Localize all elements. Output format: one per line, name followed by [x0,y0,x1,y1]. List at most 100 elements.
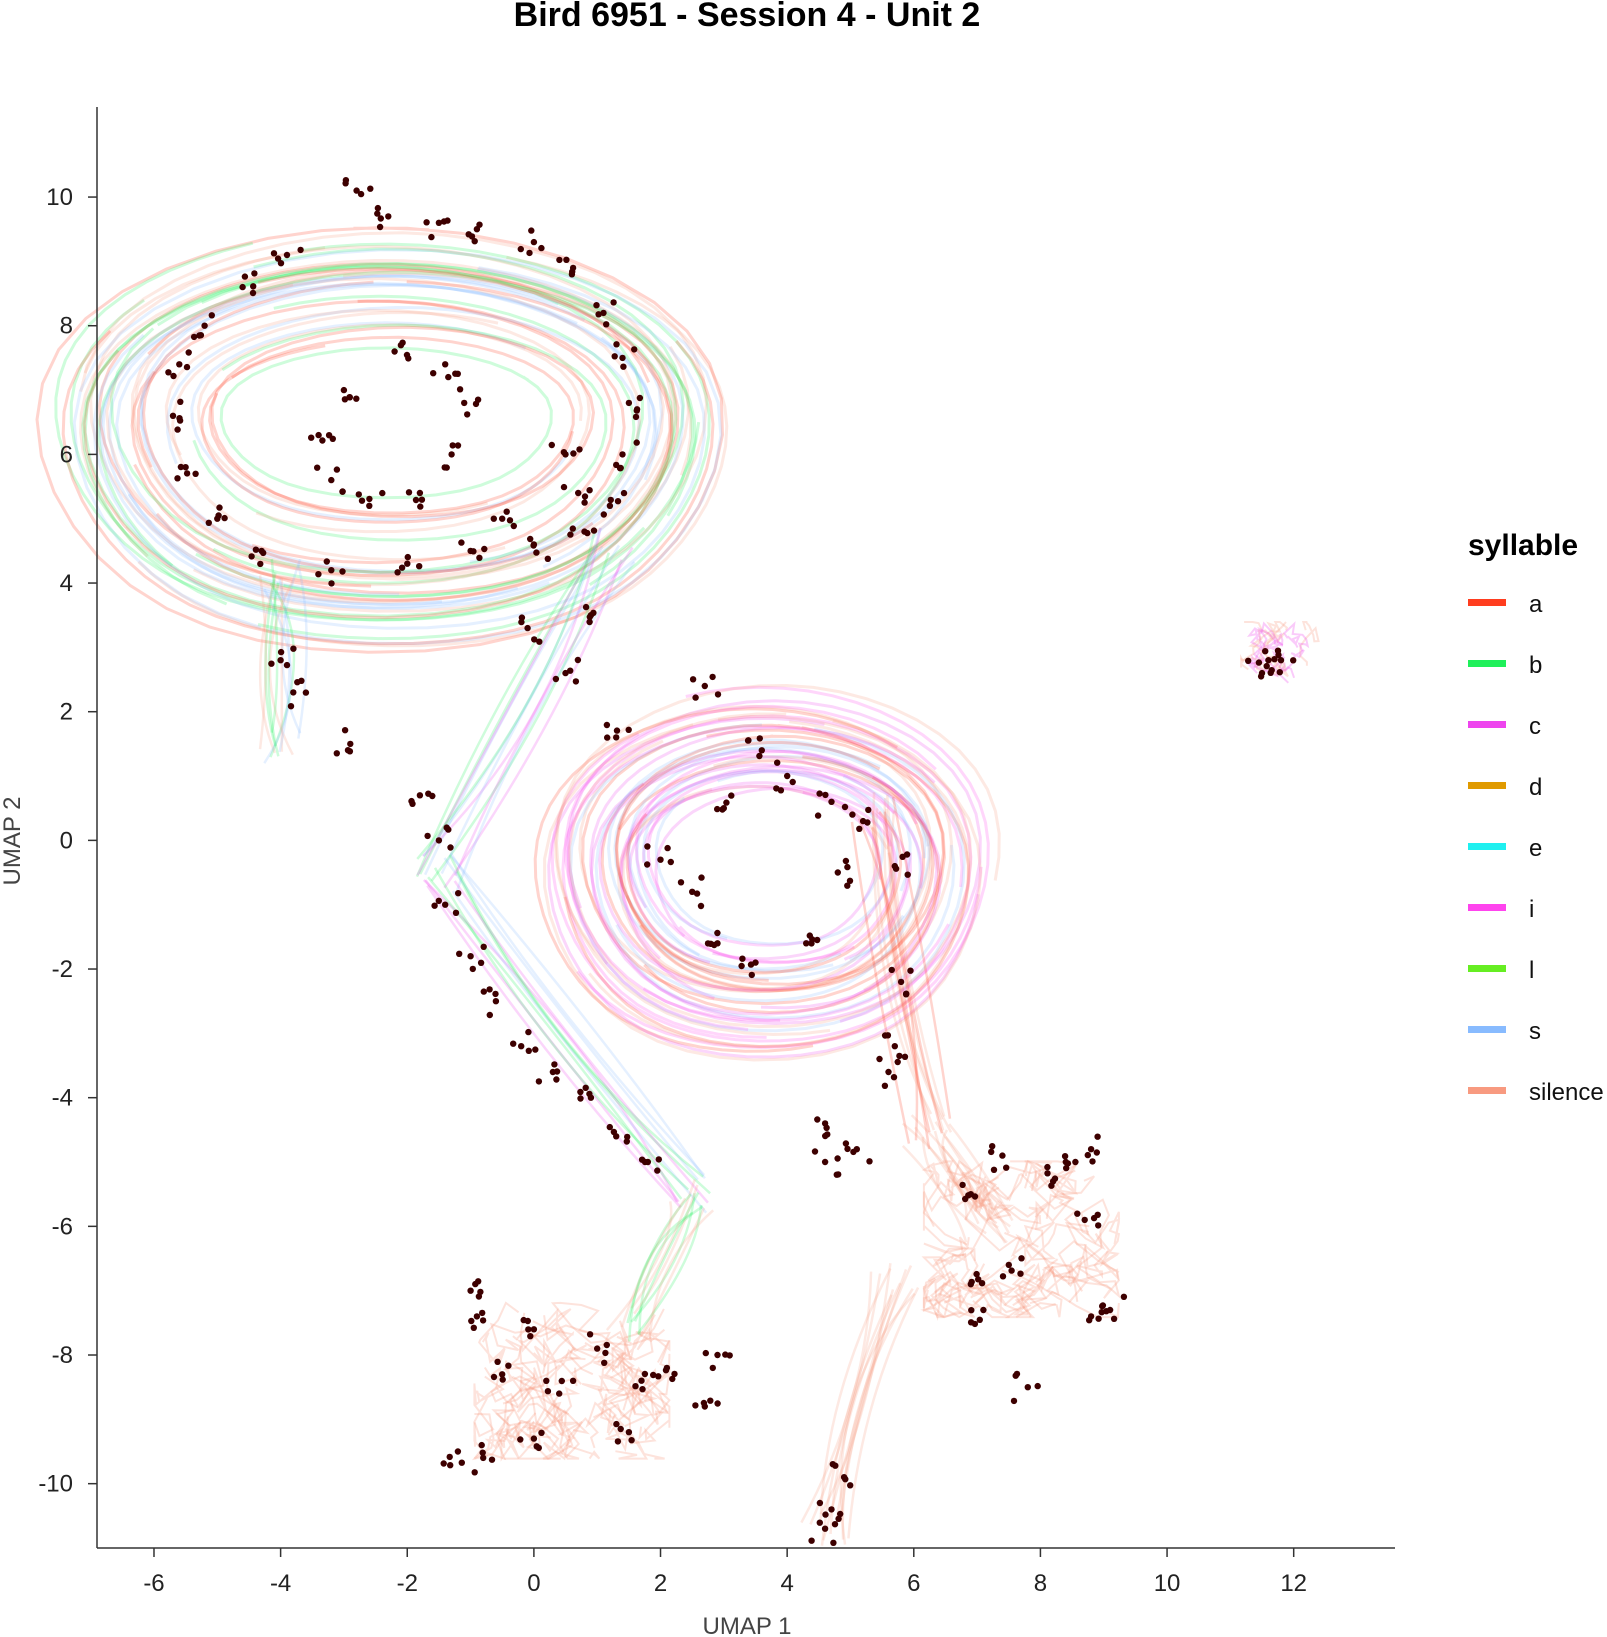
spike-marker [662,1367,670,1374]
legend-swatch [1468,1087,1506,1094]
trajectory-line [98,281,658,610]
spike-marker [828,1506,835,1513]
spike-marker [431,902,438,909]
spike-marker [748,971,755,979]
spike-marker [499,1376,506,1383]
trajectory-line [1043,1243,1120,1303]
spike-marker [586,613,593,621]
trajectory-line [1030,1161,1080,1200]
trajectory-line [922,1191,971,1258]
spike-marker [821,1158,829,1166]
trajectory-line [268,580,294,756]
trajectory-line [921,1160,964,1228]
spike-marker [443,824,450,831]
trajectory-line [638,1205,704,1336]
spike-marker [1098,1309,1105,1316]
spike-marker [346,394,353,401]
trajectory-line [1282,621,1310,652]
legend-swatch [1468,721,1506,728]
legend-label: a [1529,591,1543,618]
spike-marker [834,869,841,876]
trajectory-line [621,787,872,976]
spike-marker [221,514,228,522]
y-tick-label: 4 [60,570,73,597]
trajectory-line [201,262,678,599]
trajectory-line [625,755,933,991]
spike-marker [417,503,424,510]
spike-marker [602,1349,609,1357]
spike-marker [530,1435,538,1442]
legend-label: l [1529,957,1534,984]
spike-marker [377,215,384,222]
spike-marker [723,799,730,806]
spike-marker [560,483,568,491]
trajectory-line [164,308,591,534]
y-tick-label: -6 [52,1213,73,1240]
spike-marker [814,1116,821,1123]
trajectory-line [171,310,506,562]
spike-marker [176,361,183,368]
spike-marker [456,386,464,393]
trajectory-line [448,854,704,1178]
spike-marker [832,1462,839,1469]
trajectory-line [566,714,973,1031]
trajectory-line [841,1287,914,1540]
spike-marker [477,1288,484,1296]
spike-marker [959,1181,966,1189]
trajectory-line [615,741,881,982]
trajectory-line [422,527,602,857]
spike-marker [669,1375,676,1383]
trajectory-line [82,267,674,620]
spike-marker [405,489,413,496]
y-tick-label: -2 [52,956,73,983]
spike-marker [603,1341,610,1349]
spike-marker [745,737,752,744]
spike-marker [980,1306,987,1314]
spike-marker [814,812,822,819]
spike-marker [471,1469,478,1476]
trajectory-line [456,561,636,891]
spike-marker [1277,657,1285,664]
spike-marker [412,496,420,504]
spike-marker [1089,1158,1096,1165]
spike-marker [876,1055,883,1063]
spike-marker [374,210,381,217]
spike-marker [473,1313,481,1320]
spike-marker [506,517,514,524]
spike-marker [563,256,570,263]
trajectory-line [416,530,596,860]
trajectory-line [606,738,927,980]
spike-marker [435,897,442,904]
spike-marker [702,1349,709,1357]
spike-marker [472,400,480,408]
spike-marker [834,1155,841,1162]
spike-marker [424,832,431,840]
spike-marker [490,515,497,522]
spike-marker [722,1351,729,1358]
spike-marker [989,1143,996,1150]
spike-marker [885,1068,892,1076]
spike-marker [968,1307,975,1314]
trajectory-line [819,1263,892,1515]
y-tick-label: 6 [60,441,73,468]
trajectory-lines [35,226,1320,1546]
spike-marker [340,386,348,394]
spike-marker [1262,648,1269,655]
spike-marker [881,1082,889,1090]
spike-marker [174,426,181,433]
spike-marker [342,177,350,184]
trajectory-line [190,321,572,522]
legend-title: syllable [1468,529,1578,562]
trajectory-line [922,1270,990,1310]
x-tick-label: 0 [527,1570,540,1597]
spike-marker [394,569,401,576]
spike-marker [973,1270,980,1278]
trajectory-line [35,226,725,654]
axes: -6 -4 -2 0 2 4 6 8 10 12 -10 -8 -6 -4 -2 0 2 4 6 8 10 [38,107,1395,1597]
spike-marker [530,542,537,549]
spike-marker [1044,1163,1051,1171]
spike-marker [479,1449,486,1456]
spike-marker [518,618,525,626]
trajectory-line [819,1268,892,1520]
spike-marker [283,661,291,669]
